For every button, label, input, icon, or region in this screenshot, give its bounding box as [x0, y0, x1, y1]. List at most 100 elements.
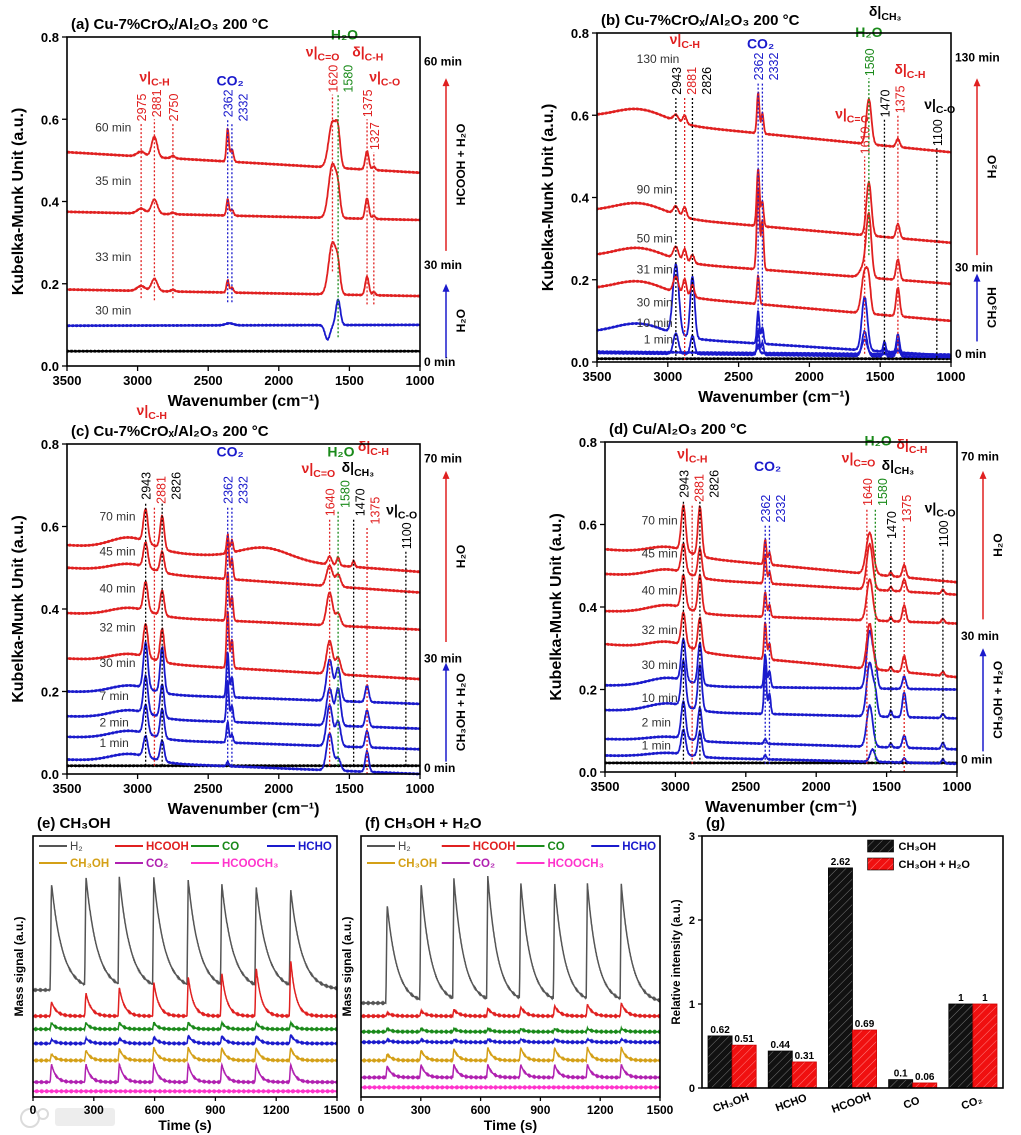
band-label: δ|C-H [894, 61, 925, 81]
band-label-sub: C=O [317, 52, 339, 64]
spectrum-30-min [604, 629, 958, 691]
band-label: ν|C-H [677, 446, 707, 466]
time-label: 30 min [955, 260, 993, 274]
x-axis-label: Time (s) [484, 1117, 537, 1133]
arrow-head-icon [442, 662, 450, 671]
y-tick-label: 0.4 [41, 602, 60, 617]
y-tick-label: 0.8 [571, 26, 589, 41]
spectrum-31-min [596, 265, 952, 323]
category-label: HCOOH [830, 1091, 873, 1116]
x-tick-label: 1200 [587, 1103, 614, 1117]
x-tick-label: 3000 [661, 779, 690, 794]
x-axis-label: Wavenumber (cm⁻¹) [705, 799, 857, 816]
spectrum-32-min [66, 610, 421, 681]
x-tick-label: 3500 [591, 779, 620, 794]
band-label-sub: CH₃ [354, 467, 374, 479]
band-label-sub: CH₃ [894, 465, 914, 477]
marker-label: 2943 [140, 472, 154, 500]
band-label-sub: C-H [365, 52, 384, 64]
spectrum-10-min [596, 329, 952, 359]
legend-label: CO [548, 841, 565, 853]
band-label: CO₂ [216, 443, 243, 459]
marker-label: 2881 [692, 474, 706, 502]
band-label-main: ν [924, 96, 932, 112]
x-tick-label: 900 [530, 1103, 550, 1117]
spectrum-0-min [66, 349, 421, 353]
legend-label: HCOOCH₃ [548, 858, 604, 870]
panel-b: (b) Cu-7%CrOₓ/Al₂O₃ 200 °C 3500 3000 2500 20… [540, 3, 1000, 406]
series-label: 40 min [99, 582, 135, 596]
band-label: ν|C=O [835, 106, 869, 126]
x-tick-label: 2500 [194, 781, 223, 796]
bar-ch3oh [828, 867, 853, 1089]
bar-value-label: 0.31 [795, 1051, 815, 1062]
signal-4 [360, 1046, 661, 1064]
marker-label: 2362 [752, 52, 766, 80]
band-label: ν|C=O [306, 44, 340, 64]
x-tick-label: 900 [205, 1103, 225, 1117]
marker-label: 1470 [885, 511, 899, 539]
x-tick-label: 2000 [802, 779, 831, 794]
panel-g: (g) 0 1 2 3 Relative intensity (a.u.) 0.62 0.51… [671, 815, 1004, 1116]
band-label-sub: C-H [151, 76, 170, 88]
spectrum-70-min [604, 504, 958, 584]
spectrum-0-min [596, 357, 952, 361]
bar-value-label: 0.69 [855, 1019, 875, 1030]
y-tick-label: 0.4 [571, 191, 590, 206]
arrow-label: HCOOH + H₂O [454, 124, 468, 206]
band-label-separator: | [677, 31, 681, 47]
marker-label: 1375 [361, 89, 375, 117]
marker-label: 1100 [937, 520, 951, 547]
band-label-sub: CH₃ [881, 11, 901, 23]
x-tick-label: 1000 [406, 373, 435, 388]
category-label: CO [902, 1095, 922, 1112]
time-label: 0 min [955, 347, 986, 361]
series-label: 30 min [95, 304, 131, 318]
y-tick-label: 0.0 [571, 355, 589, 370]
panel-title: (c) Cu-7%CrOₓ/Al₂O₃ 200 °C [71, 423, 269, 440]
band-label-main: ν [139, 68, 147, 84]
time-label: 70 min [961, 449, 999, 463]
arrow-head-icon [979, 470, 987, 479]
legend-label: H₂ [398, 841, 411, 853]
panel-f: (f) CH₃OH + H₂O 0 300 600 900 1200 1500 Time (s… [340, 815, 674, 1133]
band-label-sub: C-O [936, 104, 955, 116]
legend-label: CO₂ [146, 858, 168, 870]
spectrum-45-min [604, 542, 958, 596]
marker-label: 1610 [859, 127, 873, 155]
bar-value-label: 0.44 [771, 1040, 791, 1051]
marker-label: 2881 [685, 67, 699, 95]
band-label: ν|C-H [670, 31, 700, 51]
band-label-sub: C-H [907, 69, 926, 81]
spectrum-50-min [596, 187, 952, 286]
marker-label: 2332 [774, 495, 788, 523]
band-label: H₂O [331, 27, 358, 43]
marker-label: 2750 [167, 94, 181, 122]
band-label-main: δ [342, 459, 351, 475]
band-label: ν|C-O [925, 499, 956, 519]
marker-label: 1470 [878, 90, 892, 118]
legend-label: CH₃OH [899, 841, 937, 853]
series-label: 60 min [95, 121, 131, 135]
series-label: 30 min [642, 658, 678, 672]
band-label: ν|C-H [139, 68, 169, 88]
band-label-sub: C-H [909, 444, 928, 456]
marker-label: 2362 [222, 476, 236, 504]
band-label: CO₂ [747, 35, 774, 51]
x-tick-label: 2500 [731, 779, 760, 794]
signal-2 [32, 1019, 338, 1033]
signal-5 [360, 1063, 661, 1081]
x-tick-label: 3500 [583, 369, 612, 384]
arrow-head-icon [442, 470, 450, 479]
band-label: δ|C-H [896, 436, 927, 456]
plot-frame [701, 835, 1004, 1089]
bar-ch3oh-h2o [731, 1044, 757, 1089]
legend-label: HCOOH [473, 841, 516, 853]
x-tick-label: 2000 [795, 369, 824, 384]
panel-c: (c) Cu-7%CrOₓ/Al₂O₃ 200 °C 3500 3000 2500 20… [10, 402, 468, 818]
marker-label: 1580 [341, 65, 355, 93]
y-tick-label: 0.8 [41, 30, 59, 45]
bar-ch3oh-h2o [852, 1029, 877, 1089]
bar-value-label: 0.62 [710, 1025, 730, 1036]
